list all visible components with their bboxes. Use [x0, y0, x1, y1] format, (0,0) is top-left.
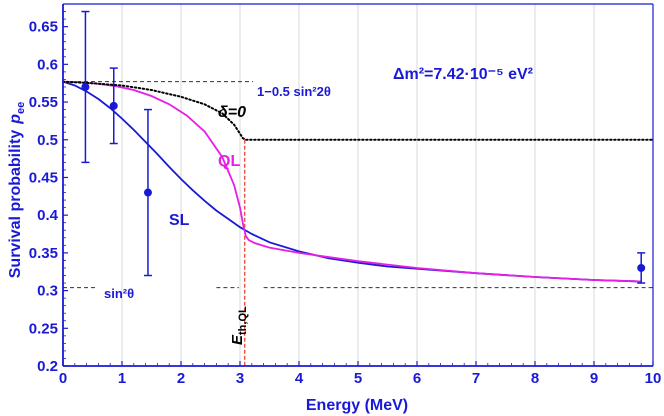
y-tick-label-0.65: 0.65	[29, 19, 58, 36]
y-tick-label-0.3: 0.3	[37, 283, 58, 300]
y-axis-title-sub: ee	[15, 102, 27, 114]
x-tick-label-8: 8	[531, 370, 539, 387]
x-tick-label-1: 1	[118, 370, 126, 387]
y-axis-title: Survival probability pee	[7, 102, 27, 279]
y-tick-label-0.2: 0.2	[37, 358, 58, 375]
y-tick-label-0.4: 0.4	[37, 207, 59, 224]
x-tick-label-0: 0	[59, 370, 67, 387]
series-ql-curve	[62, 80, 642, 283]
x-tick-label-4: 4	[295, 370, 304, 387]
upper-ref-label: 1−0.5 sin²2θ	[257, 84, 331, 99]
sl-label: SL	[169, 212, 190, 229]
ql-label: QL	[218, 153, 240, 170]
dm2-annotation: Δm²=7.42·10⁻⁵ eV²	[393, 66, 533, 83]
series-delta-zero-curve	[62, 80, 654, 141]
series-sl-curve	[62, 80, 642, 283]
threshold-label-sub: th,QL	[237, 306, 249, 335]
x-tick-label-7: 7	[472, 370, 480, 387]
threshold-label: Eth,QL	[229, 306, 249, 345]
x-tick-label-3: 3	[236, 370, 244, 387]
y-axis-title-p: p	[7, 114, 24, 125]
y-tick-label-0.45: 0.45	[29, 169, 58, 186]
y-tick-label-0.55: 0.55	[29, 94, 58, 111]
y-tick-label-0.35: 0.35	[29, 245, 58, 262]
data-point-2	[143, 188, 152, 197]
data-point-1	[109, 101, 118, 110]
svg-text:Eth,QL: Eth,QL	[229, 306, 249, 345]
svg-text:Survival probabilitypee: Survival probability pee	[7, 102, 27, 279]
data-points	[81, 10, 646, 284]
y-tick-label-0.25: 0.25	[29, 320, 58, 337]
data-point-0	[81, 82, 90, 91]
reference-lines	[63, 81, 653, 366]
y-axis-title-main: Survival probability	[7, 130, 24, 279]
x-tick-label-10: 10	[645, 370, 662, 387]
threshold-label-main: E	[229, 334, 246, 345]
x-tick-label-2: 2	[177, 370, 185, 387]
y-tick-label-0.6: 0.6	[37, 56, 58, 73]
x-tick-label-5: 5	[354, 370, 362, 387]
grid-lines	[121, 4, 654, 366]
x-tick-label-6: 6	[413, 370, 421, 387]
axes	[62, 3, 654, 367]
y-tick-label-0.5: 0.5	[37, 132, 58, 149]
data-point-3	[637, 263, 646, 272]
lower-ref-label: sin²θ	[104, 286, 134, 301]
tick-labels: 0 1 2 3 4 5 6 7 8 9 10 0.2 0.25 0.3 0.35 0.4 0.45 0.5 0.55…	[29, 19, 662, 387]
delta-zero-label: δ=0	[218, 104, 246, 121]
x-tick-label-9: 9	[590, 370, 598, 387]
x-axis-title: Energy (MeV)	[306, 397, 408, 414]
